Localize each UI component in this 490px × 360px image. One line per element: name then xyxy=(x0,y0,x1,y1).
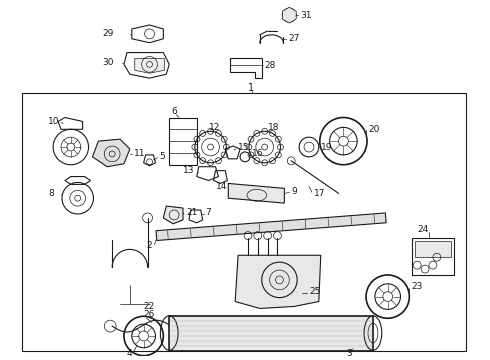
Text: 8: 8 xyxy=(48,189,54,198)
Bar xyxy=(169,117,197,165)
Polygon shape xyxy=(135,58,164,73)
Text: 22: 22 xyxy=(144,302,155,311)
Text: 28: 28 xyxy=(265,61,276,70)
Polygon shape xyxy=(228,184,284,203)
Text: 29: 29 xyxy=(103,30,114,39)
Bar xyxy=(415,242,451,257)
Text: 16: 16 xyxy=(252,149,264,158)
Polygon shape xyxy=(169,316,373,351)
Text: 9: 9 xyxy=(291,187,297,196)
Polygon shape xyxy=(163,206,183,224)
Text: 25: 25 xyxy=(309,287,320,296)
Text: 26: 26 xyxy=(144,310,155,319)
Text: 14: 14 xyxy=(216,182,227,191)
Text: 4: 4 xyxy=(127,349,132,358)
Text: 1: 1 xyxy=(248,83,254,93)
Text: 24: 24 xyxy=(417,225,428,234)
Text: 23: 23 xyxy=(411,282,423,291)
Text: 15: 15 xyxy=(238,143,249,152)
Text: 7: 7 xyxy=(206,208,211,217)
Text: 31: 31 xyxy=(300,11,312,20)
Text: 13: 13 xyxy=(183,166,195,175)
Polygon shape xyxy=(156,213,386,240)
Text: 30: 30 xyxy=(102,58,114,67)
Polygon shape xyxy=(93,139,130,167)
Text: 21: 21 xyxy=(186,208,197,217)
Text: 11: 11 xyxy=(134,149,146,158)
Text: 2: 2 xyxy=(147,241,152,250)
Polygon shape xyxy=(282,7,296,23)
Text: 12: 12 xyxy=(209,123,220,132)
Text: 17: 17 xyxy=(314,189,325,198)
Text: 18: 18 xyxy=(268,123,279,132)
Text: 27: 27 xyxy=(288,34,300,43)
Text: 3: 3 xyxy=(346,349,352,358)
Bar xyxy=(412,238,454,275)
Text: 6: 6 xyxy=(171,107,177,116)
Text: 20: 20 xyxy=(368,125,379,134)
Bar xyxy=(22,93,466,351)
Polygon shape xyxy=(235,255,321,309)
Text: 5: 5 xyxy=(159,152,165,161)
Text: 19: 19 xyxy=(321,143,332,152)
Text: 10: 10 xyxy=(48,117,60,126)
